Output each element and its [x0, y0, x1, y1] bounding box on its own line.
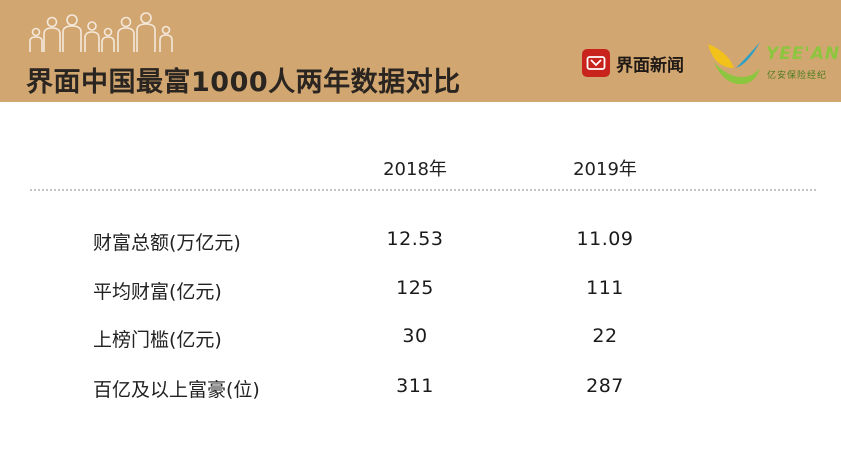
- cell-threshold-2018: 30: [402, 325, 428, 347]
- cell-threshold-2019: 22: [592, 325, 618, 347]
- header-banner: 界面中国最富1000人两年数据对比 界面新闻 YEE'AN 亿安保险经纪: [0, 0, 841, 102]
- cell-average-wealth-2018: 125: [396, 277, 434, 299]
- yeean-brand-name: YEE'AN: [766, 44, 841, 64]
- row-label-total-wealth: 财富总额(万亿元): [93, 232, 241, 254]
- yeean-brand-subtitle: 亿安保险经纪: [767, 71, 828, 81]
- row-label-billionaires: 百亿及以上富豪(位): [93, 379, 260, 401]
- brand-jiemian: 界面新闻: [582, 48, 684, 78]
- column-header-2019: 2019年: [573, 159, 637, 180]
- cell-average-wealth-2019: 111: [586, 277, 624, 299]
- brand-yeean: YEE'AN 亿安保险经纪: [704, 38, 839, 90]
- jiemian-logo-icon: [582, 49, 610, 77]
- cell-total-wealth-2019: 11.09: [576, 228, 634, 250]
- row-label-average-wealth: 平均财富(亿元): [93, 281, 222, 303]
- jiemian-brand-name: 界面新闻: [616, 55, 684, 76]
- row-label-threshold: 上榜门槛(亿元): [93, 329, 222, 351]
- cell-billionaires-2019: 287: [586, 375, 624, 397]
- column-header-2018: 2018年: [383, 159, 447, 180]
- family-silhouettes-icon: [29, 12, 173, 52]
- yeean-logo-icon: [708, 42, 760, 85]
- dotted-divider: [30, 189, 816, 191]
- page-title: 界面中国最富1000人两年数据对比: [26, 67, 461, 98]
- cell-total-wealth-2018: 12.53: [386, 228, 444, 250]
- cell-billionaires-2018: 311: [396, 375, 434, 397]
